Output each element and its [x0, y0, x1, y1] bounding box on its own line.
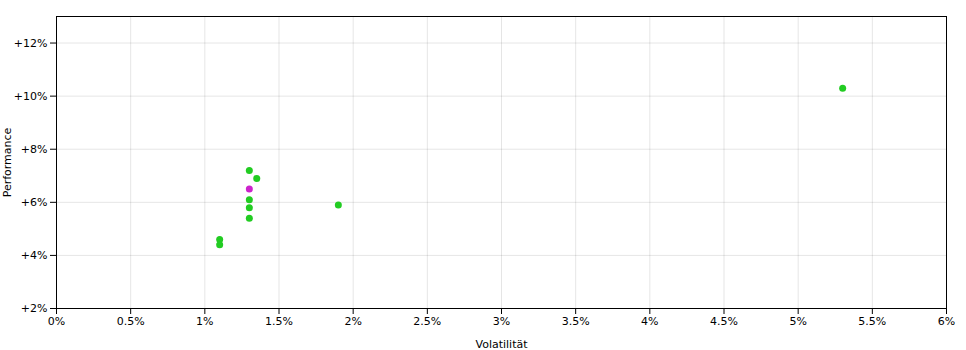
- svg-text:+10%: +10%: [14, 90, 48, 103]
- svg-text:5%: 5%: [789, 315, 806, 328]
- svg-text:+8%: +8%: [21, 143, 48, 156]
- svg-text:1%: 1%: [196, 315, 213, 328]
- svg-text:2%: 2%: [344, 315, 361, 328]
- svg-text:Volatilität: Volatilität: [475, 338, 528, 350]
- svg-text:+2%: +2%: [21, 302, 48, 315]
- svg-text:+12%: +12%: [14, 37, 48, 50]
- svg-text:5.5%: 5.5%: [858, 315, 886, 328]
- svg-text:4%: 4%: [641, 315, 658, 328]
- svg-text:1.5%: 1.5%: [265, 315, 293, 328]
- svg-text:0.5%: 0.5%: [117, 315, 145, 328]
- svg-text:0%: 0%: [48, 315, 65, 328]
- svg-text:3.5%: 3.5%: [562, 315, 590, 328]
- svg-text:Performance: Performance: [1, 127, 14, 197]
- svg-text:4.5%: 4.5%: [710, 315, 738, 328]
- svg-text:6%: 6%: [938, 315, 955, 328]
- svg-text:+6%: +6%: [21, 196, 48, 209]
- svg-text:2.5%: 2.5%: [413, 315, 441, 328]
- svg-text:3%: 3%: [493, 315, 510, 328]
- svg-text:+4%: +4%: [21, 249, 48, 262]
